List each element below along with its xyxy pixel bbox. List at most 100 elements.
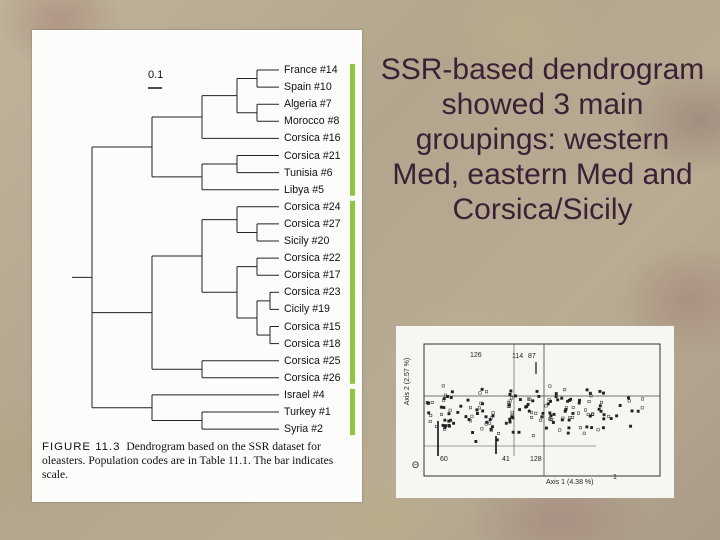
scatter-point [470, 414, 474, 418]
scatter-point [598, 404, 602, 408]
scatter-point [475, 408, 479, 412]
scatter-point [491, 414, 495, 418]
scatter-point [484, 415, 488, 419]
leaf-label: Corsica #16 [284, 132, 341, 145]
point-label: 60 [440, 456, 448, 463]
caption-text: Dendrogram based on the SSR dataset for … [42, 440, 334, 481]
scatter-point [527, 409, 531, 413]
scatter-point [514, 394, 517, 398]
scatter-point [539, 418, 543, 422]
scatter-point [544, 404, 548, 408]
scatter-point [571, 406, 575, 409]
scatter-point [547, 398, 551, 402]
scatter-point [551, 420, 555, 424]
leaf-label: Tunisia #6 [284, 166, 333, 179]
scatter-point [531, 399, 535, 403]
scatter-point [566, 431, 570, 435]
scatter-point [525, 405, 529, 409]
scatter-point [517, 430, 521, 434]
leaf-label: Corsica #17 [284, 269, 341, 282]
scatter-point [549, 414, 553, 418]
leaf-label: Corsica #23 [284, 286, 341, 299]
scatter-point [430, 401, 434, 404]
scatter-point [569, 397, 573, 401]
scatter-point [602, 391, 605, 395]
scatter-point [548, 384, 552, 388]
scatter-point [564, 408, 568, 412]
leaf-label: Corsica #18 [284, 337, 341, 350]
scatter-point [560, 418, 564, 422]
x-axis-label: Axis 1 (4.38 %) [546, 479, 594, 486]
slide-title: SSR-based dendrogram showed 3 main group… [380, 53, 705, 226]
leaf-label: Corsica #27 [284, 217, 341, 230]
leaf-label: Turkey #1 [284, 406, 331, 418]
scatter-point [529, 411, 533, 415]
scatter-point [584, 408, 587, 412]
scatter-point [471, 431, 475, 434]
scatter-point [452, 421, 456, 425]
scatter-point [600, 400, 603, 404]
point-label: 1 [613, 474, 617, 481]
scatter-point [485, 390, 489, 394]
scatter-point [490, 425, 494, 429]
scatter-point [518, 398, 522, 402]
scatter-point [468, 419, 472, 423]
scatter-point [563, 388, 567, 392]
scatter-point [602, 417, 606, 421]
leaf-label: Sicily #20 [284, 235, 330, 247]
scatter-point [495, 438, 499, 442]
scatter-point [578, 398, 581, 402]
scatter-point [459, 404, 463, 408]
scatter-point [577, 411, 580, 415]
scatter-point [469, 406, 472, 410]
scatter-point [429, 414, 433, 417]
scatter-point [442, 397, 446, 401]
scatter-point [535, 389, 539, 393]
leaf-label: Corsica #26 [284, 371, 341, 384]
scatter-point [510, 414, 514, 418]
scatter-point [508, 417, 512, 421]
leaf-label: Corsica #24 [284, 200, 341, 213]
scatter-point [456, 410, 460, 414]
figure-caption: FIGURE 11.3 Dendrogram based on the SSR … [42, 440, 354, 482]
dendrogram-tree [72, 64, 355, 436]
scatter-point [552, 412, 556, 416]
scatter-point [509, 389, 513, 393]
scatter-point [530, 415, 534, 419]
scatter-point [508, 392, 512, 396]
scatter-point [609, 417, 613, 421]
scatter-point [590, 426, 594, 430]
scatter-point [546, 402, 550, 406]
scatter-point [449, 396, 453, 400]
scatter-point [491, 411, 495, 415]
scatter-point [448, 424, 451, 428]
scatter-point [615, 414, 619, 418]
scatter-point [537, 394, 541, 398]
scatter-point [597, 407, 601, 411]
leaf-label: Morocco #8 [284, 115, 340, 128]
leaf-label: Syria #2 [284, 423, 323, 436]
scatter-point [507, 403, 511, 407]
scatter-point [443, 393, 447, 397]
scatter-point [627, 396, 630, 400]
leaf-label: Algeria #7 [284, 98, 332, 111]
scatter-point [447, 412, 451, 416]
leaf-label: Cicily #19 [284, 303, 330, 316]
scatter-point [510, 410, 514, 414]
scatter-point [566, 399, 570, 403]
scatter-point [443, 418, 447, 422]
scatter-point [541, 411, 545, 415]
scatter-point [510, 396, 514, 400]
scatter-point [447, 419, 451, 423]
scatter-point [587, 400, 591, 403]
scatter-point [582, 431, 586, 435]
leaf-label: Corsica #25 [284, 354, 341, 367]
scatter-point [540, 415, 544, 419]
scatter-point [474, 440, 478, 443]
scatter-point [426, 401, 430, 405]
leaf-label: Corsica #15 [284, 320, 341, 333]
scatter-point [588, 391, 592, 395]
scatter-point [627, 399, 631, 403]
scatter-point [586, 413, 590, 417]
scatter-point [556, 398, 560, 402]
